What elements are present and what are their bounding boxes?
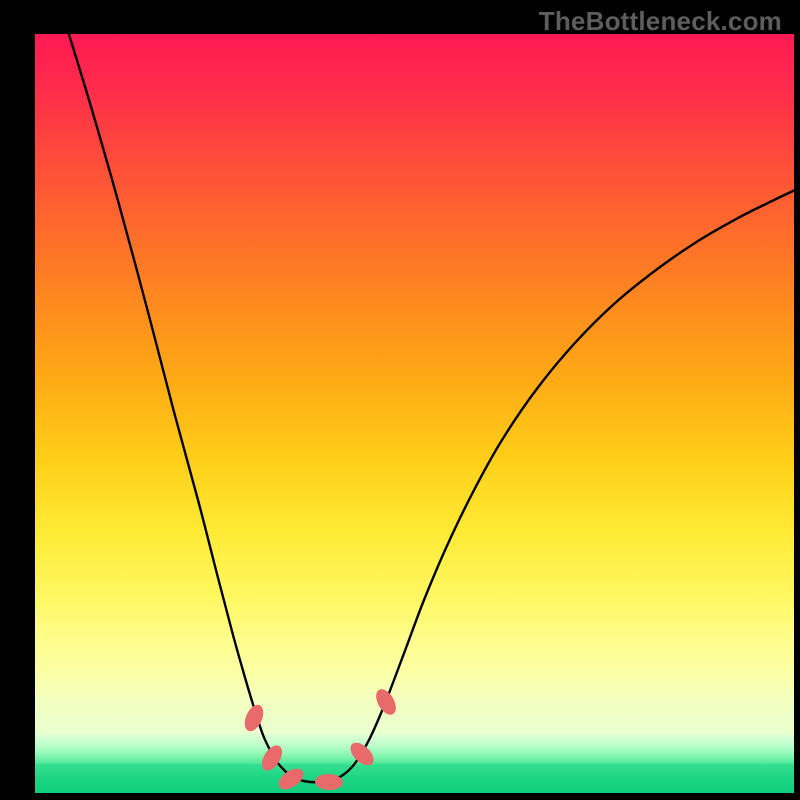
heat-gradient-background	[35, 34, 794, 793]
gradient-band-0	[35, 34, 794, 640]
bottleneck-chart	[0, 0, 800, 800]
watermark-label: TheBottleneck.com	[539, 6, 782, 37]
gradient-band-2	[35, 734, 794, 764]
gradient-band-3	[35, 764, 794, 793]
gradient-band-1	[35, 640, 794, 734]
